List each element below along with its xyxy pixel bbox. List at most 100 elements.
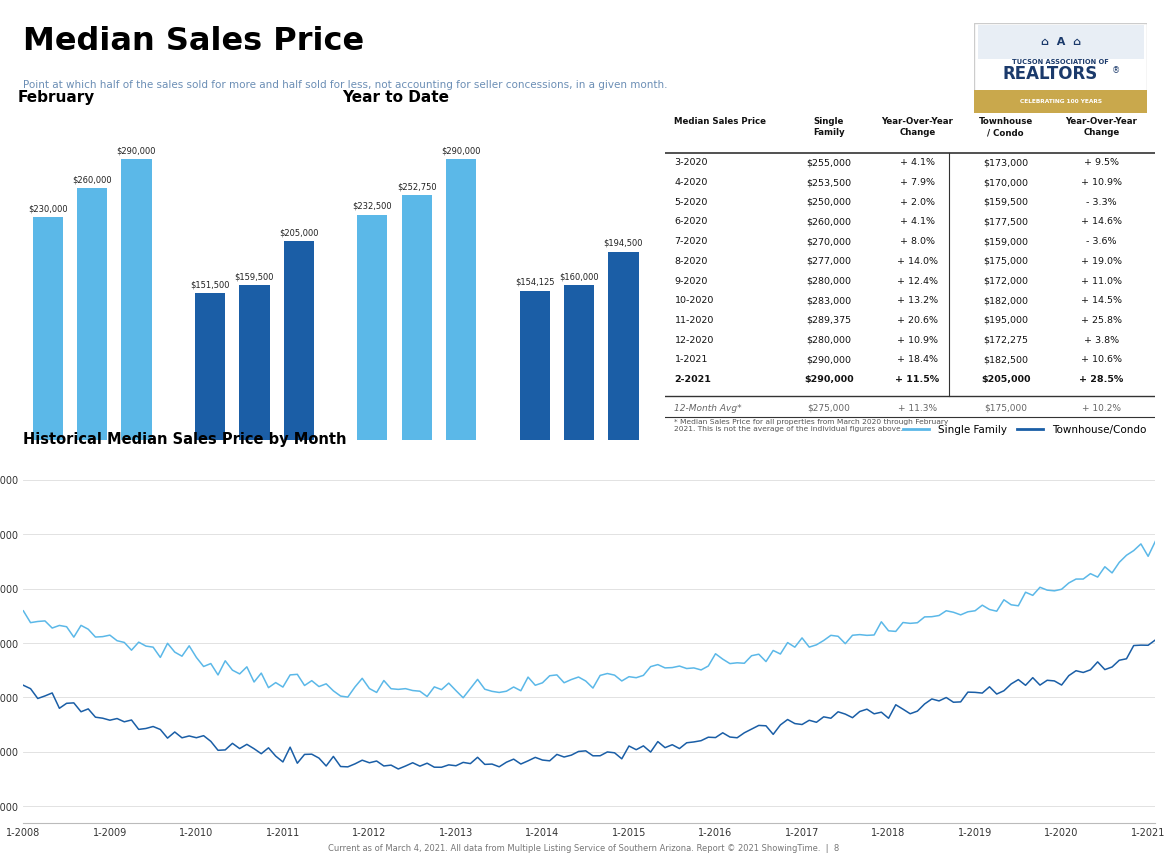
Text: + 4.5%: + 4.5% [33, 458, 63, 466]
Text: ®: ® [1112, 66, 1120, 75]
Text: 9-2020: 9-2020 [675, 277, 708, 285]
Text: 1-2021: 1-2021 [675, 356, 708, 364]
Text: $290,000: $290,000 [806, 356, 852, 364]
Text: 5-2020: 5-2020 [675, 198, 708, 207]
Text: * Median Sales Price for all properties from March 2020 through February
2021. T: * Median Sales Price for all properties … [675, 418, 949, 432]
Text: + 10.6%: + 10.6% [1081, 356, 1121, 364]
Text: $182,000: $182,000 [983, 297, 1028, 305]
Text: $159,500: $159,500 [235, 273, 274, 281]
Text: $252,750: $252,750 [397, 183, 436, 191]
Text: 2020: 2020 [81, 476, 104, 486]
Text: + 28.5%: + 28.5% [1079, 375, 1124, 384]
Text: Point at which half of the sales sold for more and half sold for less, not accou: Point at which half of the sales sold fo… [23, 80, 668, 90]
Text: Historical Median Sales Price by Month: Historical Median Sales Price by Month [23, 432, 347, 447]
Text: $290,000: $290,000 [117, 147, 156, 155]
Text: February: February [18, 90, 95, 105]
Text: CELEBRATING 100 YEARS: CELEBRATING 100 YEARS [1020, 99, 1102, 104]
Text: + 4.1%: + 4.1% [900, 218, 935, 226]
Text: Median Sales Price: Median Sales Price [675, 117, 767, 126]
Text: + 10.9%: + 10.9% [896, 336, 938, 345]
Text: $290,000: $290,000 [804, 375, 854, 384]
Text: $159,500: $159,500 [983, 198, 1028, 207]
Text: + 20.6%: + 20.6% [896, 316, 938, 325]
Text: $172,275: $172,275 [983, 336, 1028, 345]
Text: $151,500: $151,500 [190, 280, 230, 290]
Text: + 7.9%: + 7.9% [900, 178, 935, 187]
Text: $160,000: $160,000 [559, 272, 599, 281]
Text: + 2.0%: + 2.0% [900, 198, 935, 207]
Bar [446, 159, 476, 440]
Legend: Single Family, Townhouse/Condo: Single Family, Townhouse/Condo [900, 421, 1151, 439]
Text: + 14.7%: + 14.7% [443, 458, 478, 466]
Text: + 8.7%: + 8.7% [401, 458, 432, 466]
Text: $172,000: $172,000 [983, 277, 1028, 285]
Text: + 11.5%: + 11.5% [895, 375, 939, 384]
Text: + 25.8%: + 25.8% [1081, 316, 1121, 325]
Text: + 3.8%: + 3.8% [565, 458, 594, 466]
Text: + 5.3%: + 5.3% [239, 458, 270, 466]
Text: + 9.7%: + 9.7% [520, 458, 550, 466]
Text: $205,000: $205,000 [981, 375, 1030, 384]
Text: 2021: 2021 [613, 476, 635, 486]
Text: $194,500: $194,500 [603, 238, 643, 248]
Text: + 4.1%: + 4.1% [900, 159, 935, 167]
Text: + 6.7%: + 6.7% [357, 458, 387, 466]
Bar [974, 90, 1147, 113]
Bar [33, 217, 63, 440]
Text: 8-2020: 8-2020 [675, 257, 708, 266]
Text: $195,000: $195,000 [983, 316, 1028, 325]
Text: Single Family: Single Family [379, 498, 455, 508]
Bar [608, 252, 638, 440]
Text: $175,000: $175,000 [984, 404, 1027, 412]
Text: 4-2020: 4-2020 [675, 178, 708, 187]
Text: 2020: 2020 [405, 476, 428, 486]
Text: $205,000: $205,000 [279, 229, 319, 237]
Text: 2019: 2019 [361, 476, 384, 486]
Text: + 11.5%: + 11.5% [119, 458, 154, 466]
Text: + 18.4%: + 18.4% [896, 356, 938, 364]
Text: - 3.6%: - 3.6% [1086, 237, 1117, 246]
Text: 2021: 2021 [449, 476, 473, 486]
Text: $289,375: $289,375 [806, 316, 852, 325]
Bar [401, 195, 432, 440]
Text: $154,125: $154,125 [515, 278, 554, 287]
Text: Year-Over-Year
Change: Year-Over-Year Change [1065, 117, 1138, 137]
Text: 2019: 2019 [198, 476, 222, 486]
Text: $232,500: $232,500 [352, 202, 392, 211]
Text: $270,000: $270,000 [806, 237, 852, 246]
Text: + 14.5%: + 14.5% [1081, 297, 1121, 305]
Text: REALTORS: REALTORS [1002, 64, 1098, 82]
Text: $182,500: $182,500 [983, 356, 1028, 364]
Text: $173,000: $173,000 [983, 159, 1028, 167]
Text: $170,000: $170,000 [983, 178, 1028, 187]
Bar [195, 293, 225, 440]
Bar [357, 215, 387, 440]
Text: + 10.9%: + 10.9% [1081, 178, 1121, 187]
Text: TUCSON ASSOCIATION OF: TUCSON ASSOCIATION OF [1013, 59, 1109, 65]
Text: $230,000: $230,000 [28, 204, 68, 213]
Text: ⌂  A  ⌂: ⌂ A ⌂ [1041, 37, 1081, 47]
Text: + 13.0%: + 13.0% [75, 458, 110, 466]
Bar [564, 285, 594, 440]
Text: + 19.0%: + 19.0% [1081, 257, 1121, 266]
Bar [77, 189, 107, 440]
Text: Townhouse
/ Condo: Townhouse / Condo [979, 117, 1033, 137]
Text: Single
Family: Single Family [813, 117, 845, 137]
Text: Year to Date: Year to Date [342, 90, 449, 105]
Text: 2020: 2020 [567, 476, 591, 486]
Text: $255,000: $255,000 [806, 159, 852, 167]
Text: $260,000: $260,000 [806, 218, 852, 226]
Text: 12-2020: 12-2020 [675, 336, 714, 345]
Text: + 7.1%: + 7.1% [195, 458, 225, 466]
Bar [978, 25, 1144, 59]
FancyBboxPatch shape [974, 23, 1147, 113]
Text: + 13.2%: + 13.2% [896, 297, 938, 305]
Text: 11-2020: 11-2020 [675, 316, 714, 325]
Text: $283,000: $283,000 [806, 297, 852, 305]
Text: Townhouse/Condo: Townhouse/Condo [204, 498, 305, 508]
Text: 2-2021: 2-2021 [675, 375, 712, 384]
Text: Median Sales Price: Median Sales Price [23, 26, 364, 57]
Text: 2021: 2021 [125, 476, 148, 486]
Text: $177,500: $177,500 [983, 218, 1028, 226]
Text: + 12.4%: + 12.4% [896, 277, 938, 285]
